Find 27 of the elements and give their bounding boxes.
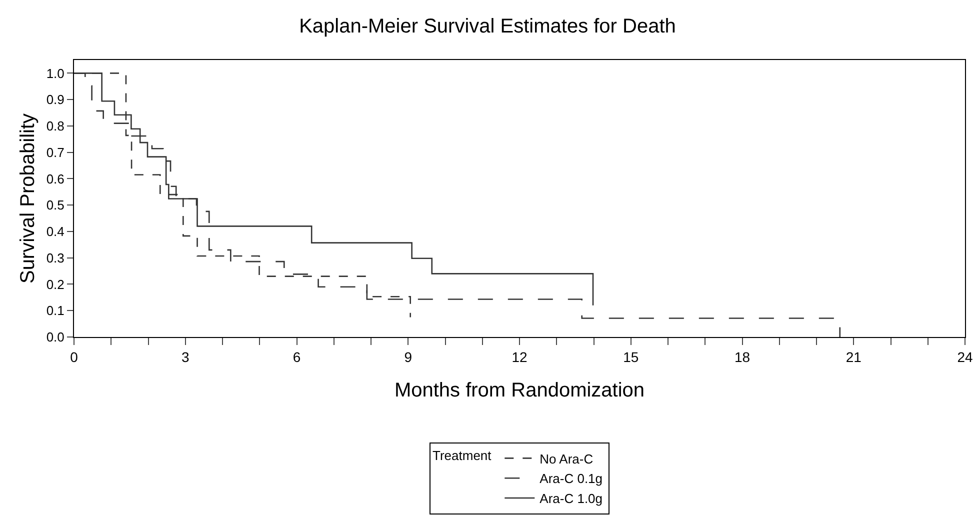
y-tick-label: 0.5 bbox=[46, 198, 64, 213]
x-tick-label: 0 bbox=[70, 348, 78, 365]
x-tick-label: 21 bbox=[846, 348, 862, 365]
y-tick-label: 0.1 bbox=[46, 303, 64, 318]
chart-title: Kaplan-Meier Survival Estimates for Death bbox=[299, 15, 676, 38]
x-tick-label: 3 bbox=[181, 348, 190, 365]
y-tick-label: 0.9 bbox=[46, 92, 64, 108]
y-axis-title: Survival Probability bbox=[16, 113, 39, 284]
x-tick-label: 6 bbox=[292, 348, 301, 365]
legend-title: Treatment bbox=[432, 448, 492, 464]
y-tick-label: 1.0 bbox=[46, 66, 64, 81]
y-tick-label: 0.0 bbox=[46, 330, 64, 345]
x-tick-label: 15 bbox=[623, 348, 639, 365]
y-tick-label: 0.7 bbox=[46, 144, 64, 160]
x-tick-label: 9 bbox=[404, 348, 412, 365]
x-axis-title: Months from Randomization bbox=[394, 379, 645, 402]
x-tick-label: 12 bbox=[512, 348, 528, 365]
legend-label: Ara-C 1.0g bbox=[540, 491, 603, 506]
y-tick-label: 0.6 bbox=[46, 171, 64, 186]
y-tick-label: 0.2 bbox=[46, 276, 64, 292]
y-tick-label: 0.4 bbox=[46, 224, 64, 240]
y-tick-label: 0.3 bbox=[46, 250, 64, 266]
legend-label: Ara-C 0.1g bbox=[540, 471, 603, 486]
x-tick-label: 24 bbox=[957, 348, 973, 365]
y-tick-label: 0.8 bbox=[46, 118, 64, 134]
legend-label: No Ara-C bbox=[540, 451, 594, 466]
x-tick-label: 18 bbox=[734, 348, 750, 365]
